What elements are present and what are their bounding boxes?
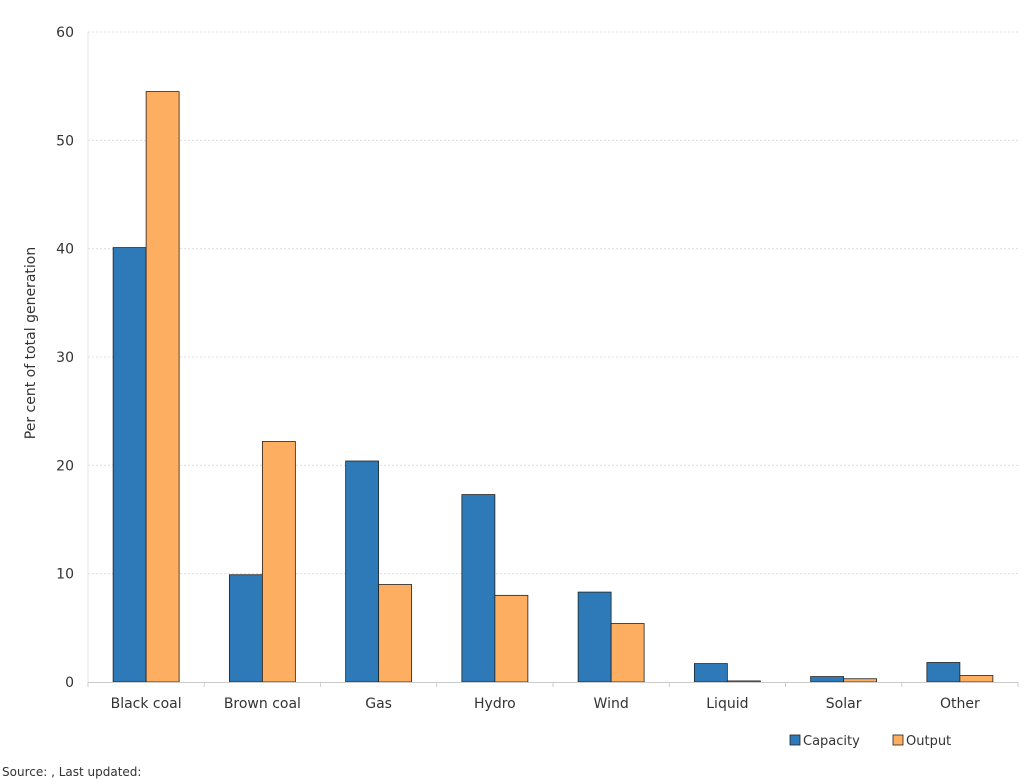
bar-chart: 0 10 20 30 40 50 60 Black coal Brown coal Gas Hyd… xyxy=(23,25,1019,749)
x-category-label: Hydro xyxy=(474,696,516,712)
bar-output-black-coal xyxy=(145,91,180,683)
x-axis-labels: Black coal Brown coal Gas Hydro Wind Liquid So… xyxy=(111,696,980,712)
x-category-label: Wind xyxy=(594,696,629,712)
y-axis-label: Per cent of total generation xyxy=(23,247,39,439)
bar-capacity-brown-coal xyxy=(228,574,263,683)
x-category-label: Liquid xyxy=(706,696,748,712)
y-tick-label: 50 xyxy=(56,133,74,149)
bar-capacity-wind xyxy=(577,591,612,683)
x-category-label: Gas xyxy=(365,696,392,712)
x-category-label: Black coal xyxy=(111,696,182,712)
legend: Capacity Output xyxy=(789,734,951,749)
legend-label-output: Output xyxy=(906,734,951,749)
bar-capacity-liquid xyxy=(693,663,728,683)
bar-output-other xyxy=(959,675,994,683)
y-tick-label: 30 xyxy=(56,350,74,366)
x-category-label: Other xyxy=(940,696,980,712)
bars xyxy=(112,91,994,683)
legend-label-capacity: Capacity xyxy=(803,734,860,749)
bar-capacity-solar xyxy=(810,676,845,683)
bar-capacity-hydro xyxy=(461,494,496,683)
bar-output-liquid xyxy=(726,680,761,683)
x-category-label: Brown coal xyxy=(224,696,301,712)
bar-capacity-gas xyxy=(345,460,380,683)
y-tick-label: 10 xyxy=(56,567,74,583)
x-axis xyxy=(87,682,1019,687)
y-axis-ticks: 0 10 20 30 40 50 60 xyxy=(56,25,74,691)
source-note: Source: , Last updated: xyxy=(2,765,142,779)
y-tick-label: 20 xyxy=(56,458,74,474)
legend-swatch-capacity xyxy=(789,734,801,746)
x-category-label: Solar xyxy=(826,696,862,712)
bar-capacity-other xyxy=(926,662,961,683)
bar-output-solar xyxy=(843,678,878,683)
y-tick-label: 60 xyxy=(56,25,74,41)
bar-output-hydro xyxy=(494,594,529,683)
bar-output-brown-coal xyxy=(261,441,296,683)
bar-capacity-black-coal xyxy=(112,247,147,683)
legend-swatch-output xyxy=(892,734,904,746)
y-tick-label: 40 xyxy=(56,242,74,258)
y-tick-label: 0 xyxy=(65,675,74,691)
bar-output-wind xyxy=(610,623,645,683)
bar-output-gas xyxy=(378,584,413,683)
grid-lines xyxy=(87,31,1018,682)
